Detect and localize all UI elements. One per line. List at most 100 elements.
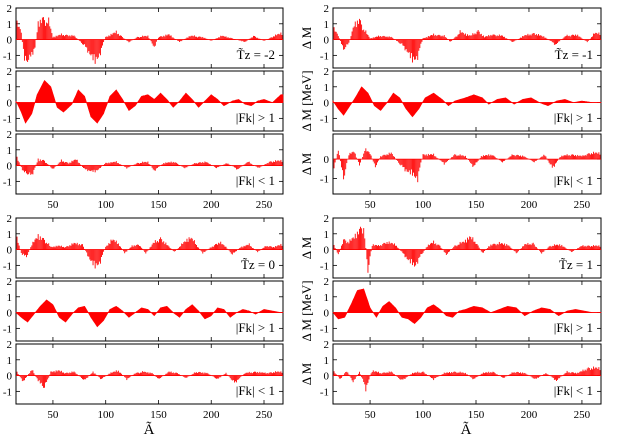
y-tick-label: 1: [324, 355, 330, 367]
panel-annotation: |Fk| < 1: [236, 383, 275, 398]
panel-annotation: T̃z = 1: [559, 257, 593, 272]
panel-annotation: |Fk| > 1: [554, 320, 593, 335]
y-tick-label: 2: [7, 276, 13, 288]
y-tick-label: 1: [7, 19, 13, 31]
panel-frame: [15, 133, 284, 195]
panel-right-mid-2: -1 0 1 2 |Fk| > 1 Δ M [MeV]: [299, 276, 602, 342]
x-tick-label: 200: [203, 199, 220, 211]
x-axis-label-left: Ã: [144, 422, 155, 438]
y-tick-label: -1: [3, 323, 12, 335]
y-tick-label: 1: [324, 292, 330, 304]
series-bars: [333, 366, 601, 392]
series-area: [15, 299, 284, 328]
panel-annotation: |Fk| < 1: [554, 383, 593, 398]
y-tick-label: 1: [324, 82, 330, 94]
axis-labels: Ã Ã: [144, 422, 472, 438]
y-tick-label: 2: [324, 339, 330, 351]
y-tick-label: -1: [3, 50, 12, 62]
y-tick-label: 0: [324, 245, 330, 257]
y-tick-label: 1: [7, 82, 13, 94]
y-tick-label: -1: [3, 176, 12, 188]
x-tick-label: 250: [574, 199, 591, 211]
x-tick-label: 150: [150, 409, 167, 421]
y-tick-label: 0: [324, 35, 330, 47]
panel-frame: [15, 280, 284, 342]
y-tick-label: 0: [7, 371, 13, 383]
x-tick-label: 50: [47, 409, 59, 421]
x-tick-label: 150: [468, 199, 485, 211]
panel-frame: [332, 133, 602, 195]
panel-frame: [332, 217, 602, 279]
series-bars: [333, 226, 601, 273]
panel-right-top-2: -1 0 1 2 T̃z = 1 Δ M: [299, 213, 602, 279]
y-tick-label: -1: [320, 260, 329, 272]
panel-right-top: -1 0 1 2 T̃z = -1 Δ M: [299, 3, 602, 69]
y-tick-label: 2: [7, 129, 13, 141]
y-tick-label: 1: [324, 19, 330, 31]
y-tick-label: 1: [7, 355, 13, 367]
x-tick-label: 200: [521, 409, 538, 421]
y-tick-label: 0: [7, 35, 13, 47]
panel-right-bot-2: -1 0 1 2 |Fk| < 1 50 100 150 200 250 Δ M: [299, 339, 602, 421]
y-tick-label: 0: [324, 371, 330, 383]
y-axis-label: Δ M [MeV]: [299, 70, 314, 131]
panel-annotation: |Fk| < 1: [236, 173, 275, 188]
panel-annotation: T̃z = -1: [555, 47, 593, 62]
series-bars: [16, 370, 283, 388]
x-tick-label: 100: [415, 409, 432, 421]
series-area: [332, 288, 602, 324]
y-axis-label: Δ M: [299, 152, 314, 175]
y-tick-label: 2: [324, 213, 330, 225]
y-axis-label: Δ M: [299, 26, 314, 49]
x-tick-label: 150: [150, 199, 167, 211]
series-area: [332, 86, 602, 118]
series-bars: [333, 18, 601, 63]
y-tick-label: 2: [7, 213, 13, 225]
y-tick-label: 1: [324, 229, 330, 241]
y-tick-label: -1: [320, 113, 329, 125]
y-tick-label: 0: [324, 98, 330, 110]
x-tick-label: 200: [521, 199, 538, 211]
y-tick-label: 0: [7, 308, 13, 320]
x-tick-label: 50: [47, 199, 59, 211]
y-tick-label: -1: [320, 50, 329, 62]
y-tick-label: 1: [7, 292, 13, 304]
panel-annotation: T̃z = -2: [237, 47, 275, 62]
panel-frame: [15, 343, 284, 405]
panel-frame: [332, 7, 602, 69]
x-tick-label: 250: [256, 409, 273, 421]
y-axis-label: Δ M [MeV]: [299, 280, 314, 341]
x-tick-label: 100: [415, 199, 432, 211]
y-tick-label: 0: [7, 161, 13, 173]
x-tick-label: 250: [256, 199, 273, 211]
y-tick-label: 2: [324, 3, 330, 15]
panel-annotation: |Fk| > 1: [236, 320, 275, 335]
panel-frame: [332, 280, 602, 342]
series-bars: [16, 156, 283, 175]
y-tick-label: 0: [324, 154, 330, 166]
y-tick-label: 0: [324, 308, 330, 320]
panel-annotation: |Fk| > 1: [236, 110, 275, 125]
panel-frame: [332, 343, 602, 405]
series-bars: [16, 17, 283, 64]
y-tick-label: 1: [7, 145, 13, 157]
x-tick-label: 50: [365, 409, 377, 421]
panel-annotation: |Fk| > 1: [554, 110, 593, 125]
y-tick-label: -1: [320, 323, 329, 335]
y-tick-label: 2: [7, 339, 13, 351]
y-tick-label: 2: [324, 276, 330, 288]
y-tick-label: -1: [3, 113, 12, 125]
y-tick-label: -1: [320, 174, 329, 186]
series-area: [15, 80, 284, 124]
x-axis-label-right: Ã: [461, 422, 472, 438]
y-tick-label: 2: [7, 3, 13, 15]
y-axis-label: Δ M: [299, 236, 314, 259]
series-bars: [333, 148, 601, 183]
x-tick-label: 100: [97, 199, 114, 211]
y-tick-label: -1: [3, 386, 12, 398]
